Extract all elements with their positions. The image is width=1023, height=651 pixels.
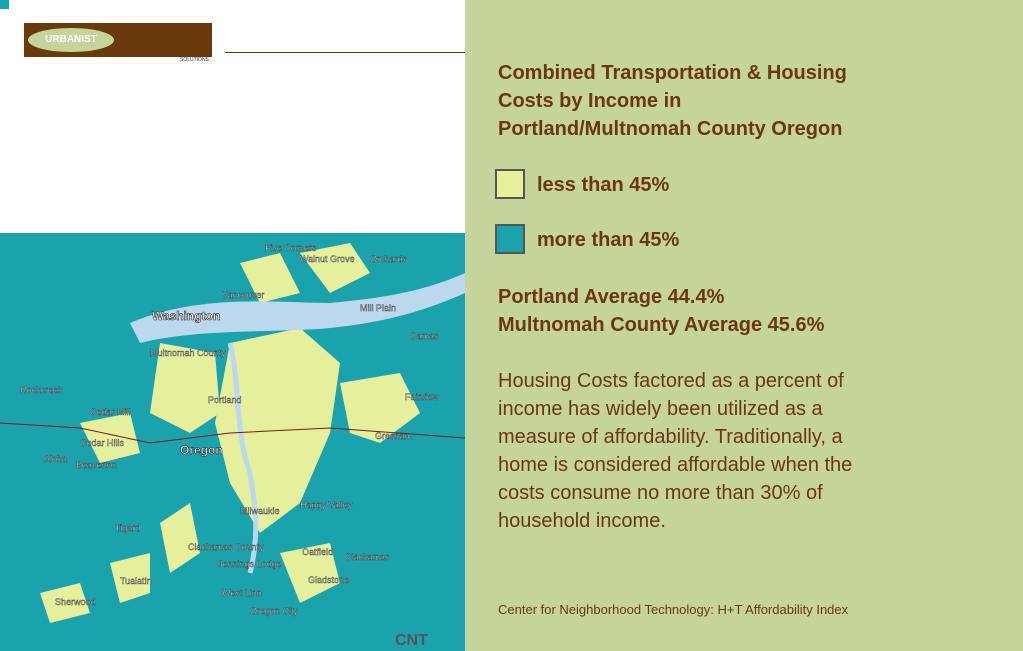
place-label: Tualatin	[120, 576, 152, 586]
source: Center for Neighborhood Technology: H+T …	[498, 602, 849, 617]
body-text: measure of affordability. Traditionally,…	[498, 426, 843, 448]
body-text: household income.	[498, 510, 666, 532]
legend-label: more than 45%	[537, 229, 680, 251]
place-label: Jennings Lodge	[218, 559, 282, 569]
place-label: Happy Valley	[300, 500, 353, 510]
place-label: Gresham	[375, 431, 412, 441]
panel-title: Portland/Multnomah County Oregon	[498, 118, 843, 140]
place-label: Five Corners	[265, 243, 317, 253]
place-label: Washington	[152, 309, 220, 323]
place-label: Cedar Mill	[90, 407, 131, 417]
place-label: Aloha	[44, 454, 67, 464]
place-label: Tigard	[115, 523, 140, 533]
average: Multnomah County Average 45.6%	[498, 314, 825, 336]
body-text: home is considered affordable when the	[498, 454, 853, 476]
legend-label: less than 45%	[537, 174, 670, 196]
place-label: Clackamas	[345, 552, 390, 562]
cnt-mark: CNT	[395, 632, 428, 649]
columbia-river	[130, 273, 465, 343]
place-label: Multnomah County	[150, 348, 226, 358]
place-label: Vancouver	[222, 290, 264, 300]
panel-title: Costs by Income in	[498, 90, 682, 112]
place-label: Oregon City	[250, 606, 299, 616]
place-label: Mill Plain	[360, 303, 396, 313]
text-panel: Combined Transportation & Housing Costs b…	[465, 0, 1023, 651]
place-label: Orchards	[370, 254, 408, 264]
logo-oval: URBANIST	[28, 28, 114, 52]
header-rule	[225, 52, 465, 53]
place-label: Clackamas County	[188, 542, 264, 552]
legend-swatch	[495, 169, 525, 199]
place-label: Rockcreek	[20, 385, 63, 395]
body-text: income has widely been utilized as a	[498, 398, 823, 420]
corner-mark	[0, 0, 9, 9]
place-label: Fairview	[405, 392, 439, 402]
place-label: Gladstone	[308, 575, 349, 585]
place-label: Cedar Hills	[80, 438, 125, 448]
logo: URBANIST	[24, 23, 212, 57]
body-text: costs consume no more than 30% of	[498, 482, 823, 504]
place-label: West Linn	[222, 588, 262, 598]
place-label: Sherwood	[55, 597, 96, 607]
legend-swatch	[495, 224, 525, 254]
place-label: Beaverton	[76, 460, 117, 470]
panel-title: Combined Transportation & Housing	[498, 62, 847, 84]
place-label: Camas	[410, 331, 439, 341]
place-label: Portland	[208, 395, 242, 405]
place-label: Oatfield	[302, 547, 333, 557]
average: Portland Average 44.4%	[498, 286, 725, 308]
place-label: Milwaukie	[240, 506, 280, 516]
place-label: Walnut Grove	[300, 254, 355, 264]
place-label: Oregon	[180, 443, 223, 457]
logo-sub: SOLUTIONS	[180, 57, 209, 63]
body-text: Housing Costs factored as a percent of	[498, 370, 844, 392]
willamette-river	[227, 342, 259, 574]
county-line	[0, 422, 465, 444]
